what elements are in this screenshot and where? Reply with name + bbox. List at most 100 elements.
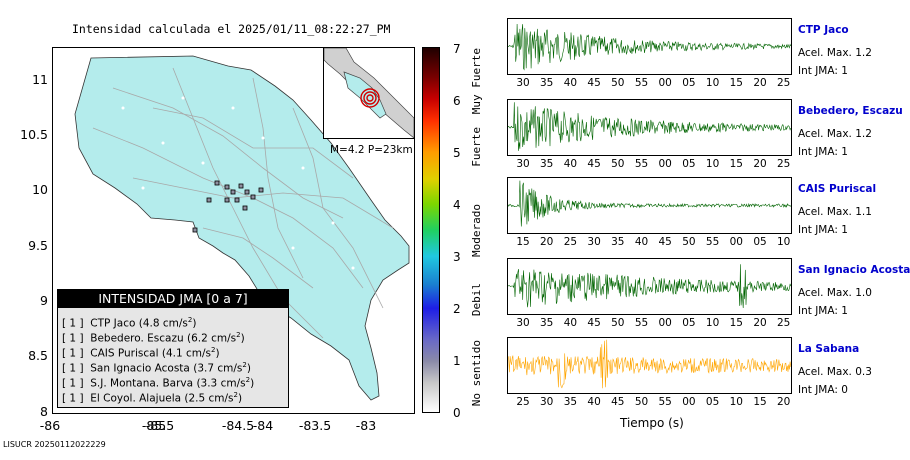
- map-y-tick: 9: [40, 293, 48, 308]
- time-tick: 45: [658, 236, 672, 248]
- time-tick: 10: [705, 158, 720, 170]
- unit-exponent: 2: [187, 316, 193, 324]
- intensity-code: [ 1 ]: [62, 332, 84, 345]
- map-y-tick: 8: [40, 404, 48, 419]
- time-tick: 50: [682, 236, 696, 248]
- map-y-tick: 10: [32, 182, 48, 197]
- legend-row: [ 1 ] S.J. Montana. Barva (3.3 cm/s2): [62, 376, 254, 390]
- time-tick: 35: [563, 396, 578, 408]
- max-acceleration: Acel. Max. 1.2: [798, 47, 872, 59]
- colorbar-tick: 6: [453, 94, 461, 108]
- intensity-code: [ 1 ]: [62, 377, 84, 390]
- time-tick: 50: [611, 317, 625, 329]
- station-name: San Ignacio Acosta: [90, 362, 190, 375]
- time-tick: 30: [516, 317, 530, 329]
- time-tick: 20: [753, 77, 767, 89]
- station-name: CAIS Puriscal: [90, 347, 159, 360]
- map-canvas: [74, 55, 410, 401]
- magnitude-caption: M=4.2 P=23km: [330, 144, 413, 156]
- time-tick: 15: [729, 158, 743, 170]
- colorbar-tick: 2: [453, 302, 461, 316]
- time-tick: 25: [563, 236, 578, 248]
- acceleration-close: ): [238, 392, 243, 405]
- acceleration-close: ): [215, 347, 220, 360]
- jma-intensity: Int JMA: 1: [798, 146, 848, 158]
- max-acceleration: Acel. Max. 0.3: [798, 366, 872, 378]
- colorbar-label: Fuerte: [470, 127, 483, 167]
- intensity-code: [ 1 ]: [62, 347, 84, 360]
- waveform-trace: [508, 264, 791, 309]
- intensity-code: [ 1 ]: [62, 392, 84, 405]
- acceleration-close: ): [240, 332, 245, 345]
- map-y-tick: 9.5: [28, 238, 48, 253]
- acceleration: (6.2 cm/s: [187, 332, 237, 345]
- max-acceleration: Acel. Max. 1.1: [798, 206, 872, 218]
- seismogram-panel: [507, 337, 792, 394]
- map-x-tick: -84.5: [221, 418, 255, 433]
- time-tick: 35: [540, 77, 554, 89]
- acceleration: (4.8 cm/s: [138, 317, 188, 330]
- acceleration-close: ): [246, 362, 251, 375]
- time-tick: 10: [729, 396, 743, 408]
- jma-intensity: Int JMA: 1: [798, 224, 848, 236]
- time-tick: 00: [658, 317, 672, 329]
- time-tick: 10: [705, 77, 720, 89]
- time-tick: 40: [563, 317, 578, 329]
- jma-intensity: Int JMA: 1: [798, 65, 848, 77]
- unit-exponent: 2: [236, 331, 241, 339]
- acceleration: (3.3 cm/s: [196, 377, 246, 390]
- time-tick: 30: [587, 236, 601, 248]
- colorbar-tick: 5: [453, 146, 461, 160]
- waveform-trace: [508, 102, 791, 151]
- legend-row: [ 1 ] El Coyol. Alajuela (2.5 cm/s2): [62, 391, 242, 405]
- time-tick: 20: [540, 236, 554, 248]
- time-tick: 40: [563, 77, 578, 89]
- time-tick: 25: [516, 396, 530, 408]
- time-tick: 50: [611, 77, 625, 89]
- acceleration: (2.5 cm/s: [184, 392, 234, 405]
- unit-exponent: 2: [211, 346, 216, 354]
- time-tick: 35: [540, 158, 554, 170]
- colorbar-tick: 7: [453, 42, 461, 56]
- time-tick: 15: [729, 317, 743, 329]
- map-y-tick: 10.5: [20, 127, 48, 142]
- colorbar-tick: 3: [453, 250, 461, 264]
- time-tick: 50: [611, 158, 625, 170]
- colorbar-label: Moderado: [470, 204, 483, 257]
- time-tick: 45: [587, 77, 601, 89]
- time-tick: 50: [634, 396, 649, 408]
- map-x-tick: -85: [145, 418, 167, 433]
- time-tick: 20: [753, 158, 767, 170]
- colorbar-label: Muy Fuerte: [470, 48, 483, 115]
- seismogram-panel: [507, 177, 792, 234]
- time-tick: 30: [540, 396, 554, 408]
- time-tick: 05: [682, 158, 696, 170]
- time-tick: 00: [658, 158, 672, 170]
- time-tick: 55: [634, 317, 649, 329]
- station-name: CTP Jaco: [90, 317, 136, 330]
- acceleration-close: ): [250, 377, 255, 390]
- station-name: Bebedero. Escazu: [90, 332, 184, 345]
- station-title: CTP Jaco: [798, 24, 849, 36]
- time-tick: 45: [587, 317, 601, 329]
- locator-inset: [323, 47, 415, 139]
- legend-row: [ 1 ] CTP Jaco (4.8 cm/s2): [62, 316, 196, 330]
- time-tick: 05: [705, 396, 720, 408]
- time-tick: 35: [611, 236, 625, 248]
- colorbar-tick: 0: [453, 406, 461, 420]
- time-tick: 15: [516, 236, 530, 248]
- colorbar-tick: 4: [453, 198, 461, 212]
- time-tick: 40: [563, 158, 578, 170]
- time-tick: 45: [611, 396, 625, 408]
- time-tick: 00: [658, 77, 672, 89]
- map-y-tick: 11: [32, 72, 48, 87]
- footer-id: LISUCR 20250112022229: [3, 440, 106, 449]
- map-x-tick: -84: [252, 418, 274, 433]
- unit-exponent: 2: [242, 361, 247, 369]
- time-tick: 45: [587, 158, 601, 170]
- time-tick: 25: [777, 77, 791, 89]
- legend-row: [ 1 ] CAIS Puriscal (4.1 cm/s2): [62, 346, 220, 360]
- acceleration-close: ): [192, 317, 197, 330]
- time-tick: 55: [634, 77, 649, 89]
- jma-intensity: Int JMA: 0: [798, 384, 848, 396]
